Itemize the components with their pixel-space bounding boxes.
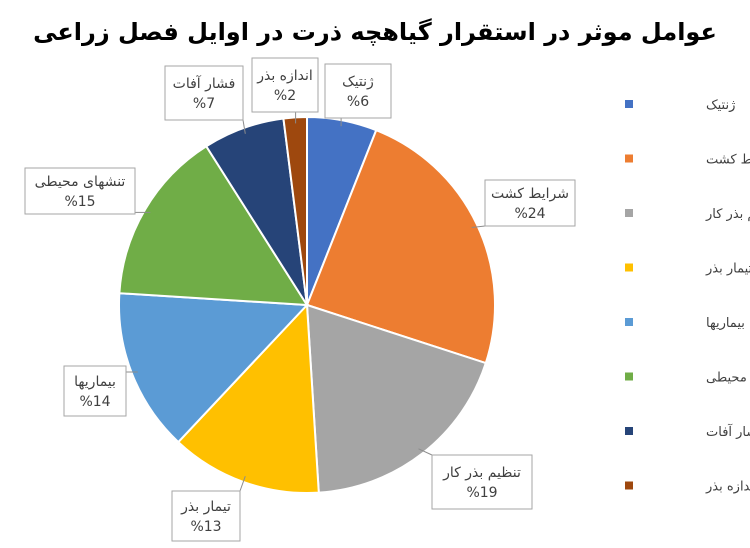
data-callout-box [164,65,244,121]
data-label-value: %2 [274,88,296,104]
data-label-category: تنشهای محیطی [35,174,126,190]
legend-entry: بیماریها [706,316,745,331]
legend-entry: اندازه بذر [705,480,750,495]
data-label-category: بیماریها [74,374,116,390]
data-callout-box [171,490,241,542]
data-label-value: %7 [193,96,215,112]
data-label-category: تنظیم بذر کار [442,465,521,481]
pie-slice [305,303,488,494]
data-label-category: اندازه بذر [256,68,313,84]
legend-swatch [625,427,633,435]
data-callout-box [324,63,392,119]
legend-swatch [625,263,633,272]
legend-entry: ژنتیک [706,98,735,113]
legend-swatch [625,100,633,108]
callout-leader-line [418,448,433,456]
data-callout-box [484,179,576,227]
chart-title: عوامل موثر در استقرار گیاهچه ذرت در اوای… [33,18,717,46]
legend-entry: شرایط کشت [706,153,750,168]
data-label-value: %6 [347,94,369,110]
data-callout-box [251,57,319,113]
legend-swatch [625,209,633,217]
data-label-category: ژنتیک [342,74,374,90]
data-label-value: %14 [79,394,110,410]
data-label-category: شرایط کشت [491,186,569,202]
callout-leader-line [239,476,246,492]
data-callout-box [63,365,127,417]
data-label-category: فشار آفات [173,75,236,92]
legend-swatch [625,481,633,490]
legend-entry: فشار آفات [706,423,750,440]
data-callout-box [24,167,136,215]
data-label-value: %24 [514,206,545,222]
legend-swatch [625,372,633,381]
data-callout-box [431,454,533,510]
pie-slice [118,144,309,307]
legend-entry: تنشهای محیطی [706,371,750,386]
callout-leader-line [471,225,486,228]
data-label-value: %19 [466,485,497,501]
data-label-value: %13 [190,519,221,535]
legend-swatch [625,318,633,326]
legend-entry: تنظیم بذر کار [705,207,750,222]
pie-slice [305,128,496,365]
legend-entry: تیمار بذر [705,262,750,277]
legend-swatch [625,154,633,163]
callout-leader-line [242,119,246,134]
pie-slice [118,292,310,444]
data-label-value: %15 [64,194,95,210]
data-label-category: تیمار بذر [180,499,231,515]
